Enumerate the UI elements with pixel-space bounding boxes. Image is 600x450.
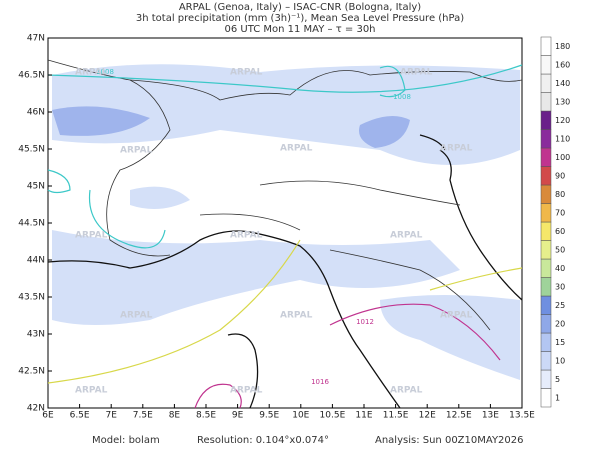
- watermark: ARPAL: [120, 146, 153, 156]
- map: [47, 37, 523, 409]
- lat-label: 42.5N: [18, 367, 45, 377]
- watermark: ARPAL: [75, 386, 108, 396]
- title-line: 06 UTC Mon 11 MAY – τ = 30h: [224, 24, 375, 35]
- watermark: ARPAL: [280, 144, 313, 154]
- lat-label: 45.5N: [18, 145, 45, 155]
- lat-label: 45N: [27, 182, 45, 192]
- lon-label: 8.5E: [196, 411, 216, 421]
- watermark: ARPAL: [75, 231, 108, 241]
- contour-label: 1012: [356, 318, 374, 326]
- lon-label: 9.5E: [259, 411, 279, 421]
- colorbar-label: 60: [555, 227, 565, 236]
- watermark: ARPAL: [400, 68, 433, 78]
- lon-label: 13.5E: [509, 411, 535, 421]
- watermark: ARPAL: [440, 144, 473, 154]
- watermark: ARPAL: [280, 311, 313, 321]
- colorbar-label: 130: [555, 97, 570, 106]
- lon-label: 12E: [419, 411, 436, 421]
- colorbar-label: 30: [555, 282, 565, 291]
- lon-label: 9E: [232, 411, 244, 421]
- lat-label: 44.5N: [18, 219, 45, 229]
- footer-model: Model: bolam: [92, 435, 160, 446]
- colorbar-label: 50: [555, 245, 565, 254]
- colorbar-swatch: [540, 221, 552, 241]
- lat-label: 44N: [27, 256, 45, 266]
- lon-label: 6E: [42, 411, 54, 421]
- contour-label: 1008: [393, 93, 411, 101]
- colorbar: 1510152025304050607080901001101201301401…: [540, 36, 570, 408]
- contour-label: 1008: [96, 68, 114, 76]
- pressure-contours: [47, 64, 523, 409]
- watermark: ARPAL: [440, 311, 473, 321]
- lat-label: 46.5N: [18, 71, 45, 81]
- colorbar-swatch: [540, 184, 552, 204]
- colorbar-swatch: [540, 147, 552, 167]
- lon-label: 8E: [169, 411, 181, 421]
- lat-label: 47N: [27, 34, 45, 44]
- contour-label: 1016: [311, 378, 329, 386]
- footer-resolution: Resolution: 0.104°x0.074°: [197, 435, 329, 446]
- colorbar-swatch: [540, 332, 552, 352]
- watermark: ARPAL: [230, 68, 263, 78]
- colorbar-swatch: [540, 55, 552, 75]
- footer-analysis: Analysis: Sun 00Z10MAY2026: [375, 435, 524, 446]
- lon-label: 6.5E: [70, 411, 90, 421]
- colorbar-swatch: [540, 240, 552, 260]
- colorbar-swatch: [540, 166, 552, 186]
- colorbar-label: 25: [555, 301, 565, 310]
- colorbar-label: 80: [555, 190, 565, 199]
- watermark: ARPAL: [390, 386, 423, 396]
- watermark: ARPAL: [120, 311, 153, 321]
- colorbar-swatch: [540, 295, 552, 315]
- colorbar-swatch: [540, 258, 552, 278]
- lat-label: 43N: [27, 330, 45, 340]
- title-line: 3h total precipitation (mm (3h)⁻¹), Mean…: [136, 13, 464, 24]
- colorbar-label: 1: [555, 393, 560, 402]
- colorbar-label: 15: [555, 338, 565, 347]
- colorbar-swatch: [540, 110, 552, 130]
- colorbar-label: 5: [555, 375, 560, 384]
- lat-label: 46N: [27, 108, 45, 118]
- colorbar-swatch: [540, 36, 552, 56]
- colorbar-label: 20: [555, 319, 565, 328]
- watermark: ARPAL: [75, 68, 108, 78]
- colorbar-swatch: [540, 203, 552, 223]
- colorbar-swatch: [540, 388, 552, 408]
- watermark: ARPAL: [390, 231, 423, 241]
- colorbar-swatch: [540, 351, 552, 371]
- watermark: ARPAL: [230, 231, 263, 241]
- precipitation: [52, 64, 520, 380]
- lat-label: 43.5N: [18, 293, 45, 303]
- colorbar-label: 110: [555, 134, 570, 143]
- colorbar-swatch: [540, 129, 552, 149]
- colorbar-swatch: [540, 277, 552, 297]
- colorbar-label: 140: [555, 79, 570, 88]
- colorbar-label: 100: [555, 153, 570, 162]
- colorbar-label: 10: [555, 356, 565, 365]
- lon-label: 13E: [482, 411, 499, 421]
- watermark: ARPAL: [230, 386, 263, 396]
- colorbar-label: 90: [555, 171, 565, 180]
- colorbar-swatch: [540, 73, 552, 93]
- coastlines: [47, 134, 523, 409]
- colorbar-label: 160: [555, 60, 570, 69]
- colorbar-swatch: [540, 92, 552, 112]
- lon-label: 7E: [105, 411, 117, 421]
- lon-label: 11.5E: [383, 411, 409, 421]
- lat-label: 42N: [27, 404, 45, 414]
- lon-label: 10E: [292, 411, 309, 421]
- lon-label: 10.5E: [320, 411, 346, 421]
- colorbar-swatch: [540, 314, 552, 334]
- title-line: ARPAL (Genoa, Italy) – ISAC-CNR (Bologna…: [179, 2, 421, 13]
- colorbar-label: 180: [555, 42, 570, 51]
- colorbar-label: 40: [555, 264, 565, 273]
- lon-label: 7.5E: [133, 411, 153, 421]
- colorbar-swatch: [540, 369, 552, 389]
- colorbar-label: 120: [555, 116, 570, 125]
- lon-label: 11E: [355, 411, 372, 421]
- lon-label: 12.5E: [446, 411, 472, 421]
- colorbar-label: 70: [555, 208, 565, 217]
